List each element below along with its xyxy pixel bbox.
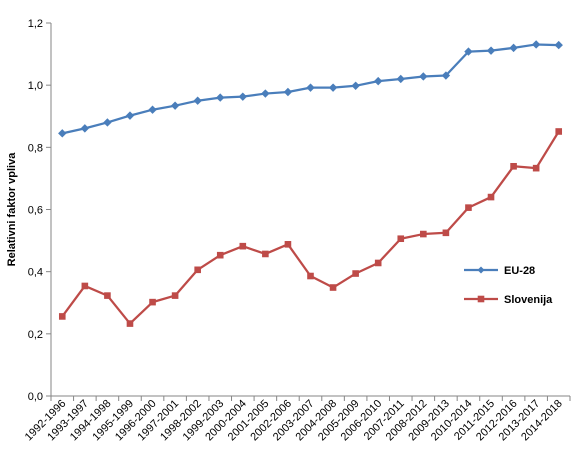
data-point bbox=[374, 259, 382, 267]
data-point bbox=[104, 292, 111, 299]
legend: EU-28 Slovenija bbox=[464, 265, 553, 306]
data-point bbox=[509, 43, 518, 53]
data-point bbox=[531, 40, 541, 49]
data-point bbox=[465, 204, 472, 211]
y-tick-label: 0,4 bbox=[28, 267, 43, 279]
y-tick-labels: 0,0 0,2 0,4 0,6 0,8 1,0 1,2 bbox=[28, 18, 43, 403]
data-point bbox=[307, 272, 314, 280]
data-point bbox=[306, 83, 315, 92]
series-line bbox=[61, 130, 560, 325]
data-point bbox=[352, 270, 359, 277]
data-point bbox=[148, 105, 157, 114]
data-point bbox=[396, 74, 405, 84]
legend-marker bbox=[477, 266, 485, 274]
data-point bbox=[420, 230, 427, 238]
data-point bbox=[238, 92, 248, 101]
data-point bbox=[464, 47, 473, 56]
data-point bbox=[170, 101, 180, 110]
data-point bbox=[441, 71, 451, 80]
data-point bbox=[126, 320, 134, 327]
data-point bbox=[193, 96, 202, 105]
data-point bbox=[239, 242, 247, 250]
data-point bbox=[103, 118, 112, 127]
y-tick-label: 0,2 bbox=[28, 329, 43, 341]
data-point bbox=[149, 298, 156, 306]
y-axis-title: Relativni faktor vpliva bbox=[6, 152, 18, 267]
series-eu-28 bbox=[58, 40, 563, 138]
y-tick-label: 0,8 bbox=[28, 142, 43, 154]
legend-label: EU-28 bbox=[504, 265, 535, 277]
x-tick-labels: 1992-19961993-19971994-19981995-19991996… bbox=[23, 398, 565, 444]
data-point bbox=[284, 241, 292, 248]
data-point bbox=[125, 111, 135, 120]
y-tick-label: 0,0 bbox=[28, 391, 43, 403]
data-point bbox=[373, 76, 383, 86]
data-point bbox=[80, 124, 90, 133]
data-point bbox=[554, 40, 563, 50]
data-point bbox=[194, 266, 201, 274]
legend-marker bbox=[477, 295, 485, 303]
legend-item: EU-28 bbox=[464, 265, 535, 277]
data-point bbox=[486, 46, 496, 55]
data-point bbox=[216, 251, 224, 259]
axes bbox=[46, 22, 571, 401]
legend-label: Slovenija bbox=[504, 294, 553, 306]
data-point bbox=[283, 87, 293, 97]
y-tick-label: 0,6 bbox=[28, 205, 43, 217]
data-point bbox=[171, 292, 179, 299]
series-layer bbox=[58, 40, 563, 327]
y-tick-label: 1,2 bbox=[28, 18, 43, 30]
data-point bbox=[487, 193, 495, 201]
data-point bbox=[58, 129, 67, 138]
data-point bbox=[419, 72, 428, 81]
data-point bbox=[397, 235, 405, 243]
data-point bbox=[81, 282, 89, 290]
data-point bbox=[328, 83, 338, 92]
legend-item: Slovenija bbox=[464, 294, 553, 306]
data-point bbox=[262, 250, 269, 258]
data-point bbox=[442, 229, 450, 237]
data-point bbox=[329, 284, 337, 291]
data-point bbox=[555, 128, 563, 135]
data-point bbox=[532, 164, 540, 172]
data-point bbox=[510, 162, 517, 170]
data-point bbox=[351, 81, 360, 90]
data-point bbox=[216, 93, 225, 102]
y-tick-label: 1,0 bbox=[28, 80, 43, 92]
series-slovenija bbox=[58, 128, 563, 327]
data-point bbox=[58, 313, 66, 320]
data-point bbox=[261, 89, 270, 98]
